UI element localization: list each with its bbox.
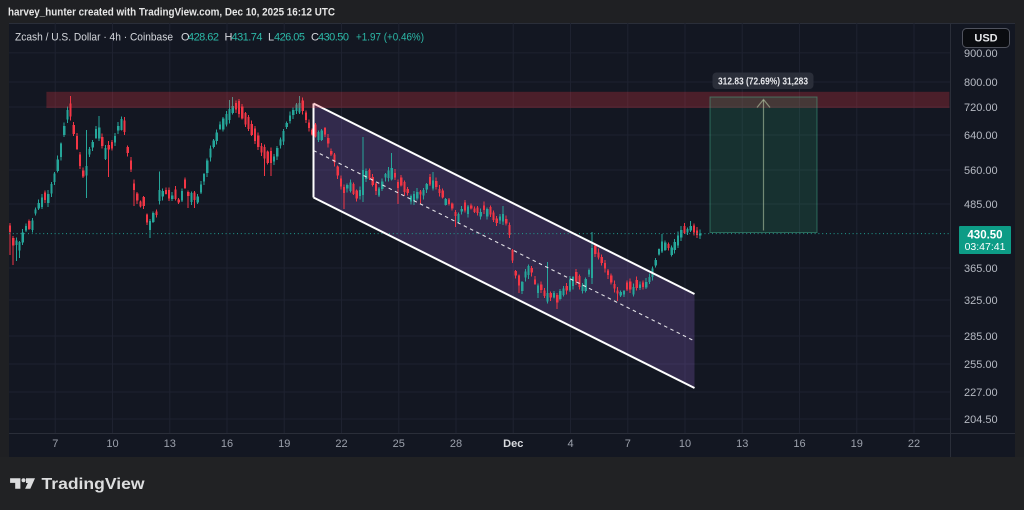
svg-text:204.50: 204.50 [964,414,998,426]
svg-text:255.00: 255.00 [964,359,998,371]
svg-text:10: 10 [679,438,691,450]
svg-text:227.00: 227.00 [964,387,998,399]
svg-text:426.05: 426.05 [274,32,305,44]
svg-text:03:47:41: 03:47:41 [965,241,1006,253]
svg-text:O: O [181,32,190,44]
svg-text:312.83 (72.69%) 31,283: 312.83 (72.69%) 31,283 [718,77,808,88]
svg-text:16: 16 [793,438,805,450]
svg-text:720.00: 720.00 [964,102,998,114]
svg-text:19: 19 [851,438,863,450]
svg-text:TradingView: TradingView [42,476,146,493]
svg-text:22: 22 [908,438,920,450]
svg-text:430.50: 430.50 [967,230,1002,242]
svg-text:22: 22 [335,438,347,450]
svg-text:431.74: 431.74 [232,32,263,44]
svg-text:H: H [225,32,233,44]
svg-text:Zcash / U.S. Dollar · 4h · Coi: Zcash / U.S. Dollar · 4h · Coinbase [15,32,173,44]
svg-text:+1.97 (+0.46%): +1.97 (+0.46%) [356,32,424,44]
svg-text:25: 25 [393,438,405,450]
svg-text:900.00: 900.00 [964,48,998,60]
svg-text:285.00: 285.00 [964,331,998,343]
svg-text:428.62: 428.62 [188,32,219,44]
svg-text:Dec: Dec [503,438,523,450]
svg-text:325.00: 325.00 [964,295,998,307]
svg-text:7: 7 [625,438,631,450]
svg-text:800.00: 800.00 [964,77,998,89]
svg-text:4: 4 [567,438,573,450]
svg-text:365.00: 365.00 [964,263,998,275]
svg-text:560.00: 560.00 [964,165,998,177]
svg-text:19: 19 [278,438,290,450]
svg-text:10: 10 [106,438,118,450]
svg-text:28: 28 [450,438,462,450]
svg-text:13: 13 [164,438,176,450]
svg-text:485.00: 485.00 [964,199,998,211]
svg-text:430.50: 430.50 [318,32,349,44]
svg-text:USD: USD [974,33,997,45]
svg-text:7: 7 [52,438,58,450]
svg-text:harvey_hunter created with Tra: harvey_hunter created with TradingView.c… [8,7,335,19]
svg-text:13: 13 [736,438,748,450]
svg-text:C: C [311,32,319,44]
svg-text:L: L [268,32,274,44]
svg-text:640.00: 640.00 [964,130,998,142]
svg-text:16: 16 [221,438,233,450]
